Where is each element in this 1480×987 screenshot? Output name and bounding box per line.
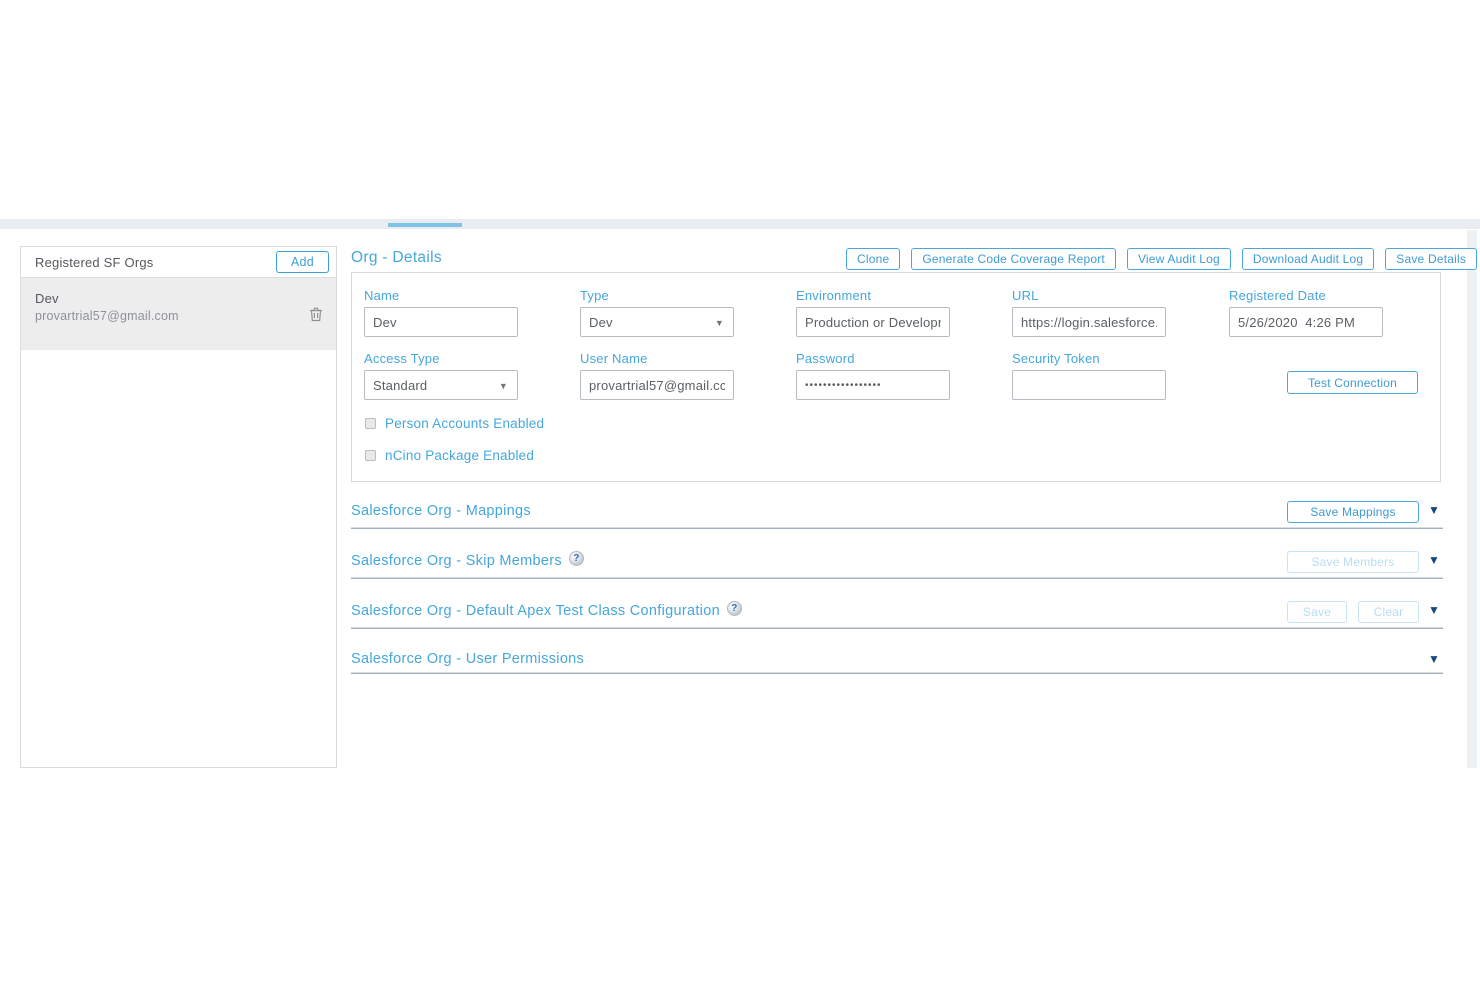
save-mappings-button[interactable]: Save Mappings [1287,501,1419,523]
environment-input[interactable] [796,307,950,337]
clone-button[interactable]: Clone [846,248,901,270]
view-audit-log-button[interactable]: View Audit Log [1126,248,1231,270]
chevron-down-icon: ▼ [714,318,724,328]
password-input[interactable] [796,370,950,400]
chevron-down-icon: ▼ [498,381,508,391]
section-apex-config-title: Salesforce Org - Default Apex Test Class… [351,601,742,619]
section-user-permissions-label: Salesforce Org - User Permissions [351,651,585,667]
ncino-package-enabled-checkbox-row[interactable]: nCino Package Enabled [365,448,534,463]
url-label: URL [1012,288,1039,303]
section-divider [351,527,1443,529]
section-divider [351,577,1443,579]
delete-org-icon[interactable] [309,306,323,322]
type-select[interactable]: Dev ▼ [580,307,734,337]
expand-user-permissions-icon[interactable]: ▼ [1428,652,1440,666]
registered-orgs-title: Registered SF Orgs [35,254,154,270]
section-divider [351,627,1443,629]
org-name: Dev [35,291,59,306]
help-icon[interactable]: ? [726,601,742,616]
save-members-button[interactable]: Save Members [1287,551,1419,573]
name-input[interactable] [364,307,518,337]
help-icon[interactable]: ? [568,551,584,566]
url-input[interactable] [1012,307,1166,337]
password-label: Password [796,351,855,366]
expand-mappings-icon[interactable]: ▼ [1428,503,1440,517]
ncino-package-enabled-label: nCino Package Enabled [385,448,535,463]
active-tab-indicator[interactable] [388,223,462,227]
expand-skip-members-icon[interactable]: ▼ [1428,553,1440,567]
section-mappings-title: Salesforce Org - Mappings [351,503,531,519]
registered-date-input[interactable] [1229,307,1383,337]
test-connection-button[interactable]: Test Connection [1287,371,1418,394]
org-details-toolbar: Clone Generate Code Coverage Report View… [846,248,1480,270]
org-email: provartrial57@gmail.com [35,309,179,323]
save-apex-config-button[interactable]: Save [1287,601,1347,623]
org-details-title: Org - Details [351,249,442,266]
download-audit-log-button[interactable]: Download Audit Log [1241,248,1375,270]
org-details-form: Name Type Dev ▼ Environment URL Register… [351,272,1441,482]
security-token-input[interactable] [1012,370,1166,400]
section-divider [351,672,1443,674]
clear-apex-config-button[interactable]: Clear [1358,601,1419,623]
registered-orgs-panel: Registered SF Orgs Add Dev provartrial57… [20,246,337,768]
expand-apex-config-icon[interactable]: ▼ [1428,603,1440,617]
security-token-label: Security Token [1012,351,1100,366]
registered-orgs-header: Registered SF Orgs Add [21,247,336,278]
access-type-value: Standard [373,377,428,393]
section-mappings-label: Salesforce Org - Mappings [351,503,531,519]
type-value: Dev [589,314,613,330]
checkbox-unchecked-icon[interactable] [365,450,376,461]
checkbox-unchecked-icon[interactable] [365,418,376,429]
access-type-label: Access Type [364,351,440,366]
add-org-button[interactable]: Add [276,251,329,273]
vertical-scrollbar[interactable] [1467,230,1477,768]
name-label: Name [364,288,400,303]
person-accounts-enabled-label: Person Accounts Enabled [385,416,545,431]
org-list-item[interactable]: Dev provartrial57@gmail.com [21,278,336,350]
person-accounts-enabled-checkbox-row[interactable]: Person Accounts Enabled [365,416,544,431]
save-details-button[interactable]: Save Details [1385,248,1478,270]
section-skip-members-label: Salesforce Org - Skip Members [351,553,562,569]
type-label: Type [580,288,609,303]
generate-code-coverage-report-button[interactable]: Generate Code Coverage Report [911,248,1116,270]
registered-date-label: Registered Date [1229,288,1326,303]
top-tab-bar [0,219,1480,229]
access-type-select[interactable]: Standard ▼ [364,370,518,400]
section-user-permissions-title: Salesforce Org - User Permissions [351,651,584,667]
user-name-label: User Name [580,351,648,366]
section-apex-config-label: Salesforce Org - Default Apex Test Class… [351,603,720,619]
user-name-input[interactable] [580,370,734,400]
environment-label: Environment [796,288,872,303]
section-skip-members-title: Salesforce Org - Skip Members ? [351,551,584,569]
